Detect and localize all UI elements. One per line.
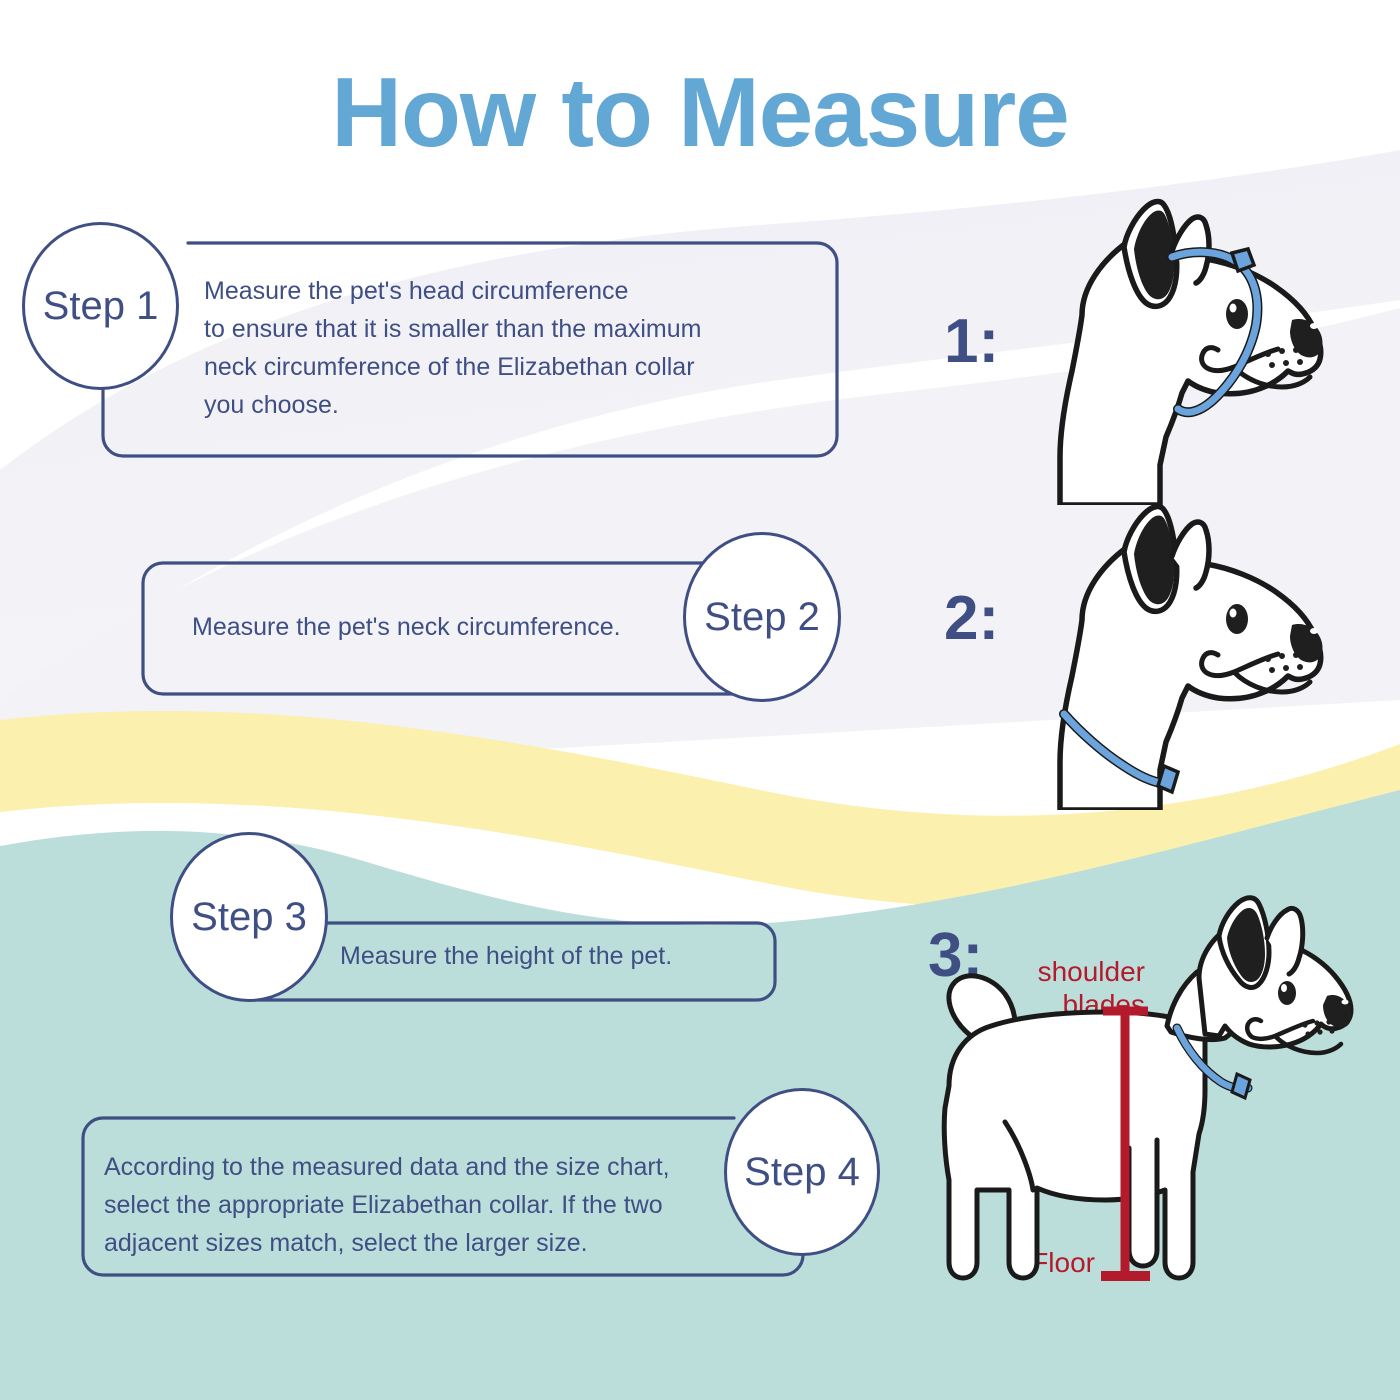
page-title: How to Measure: [331, 57, 1069, 167]
step-4-text: According to the measured data and the s…: [104, 1153, 670, 1257]
illustration-2-number: 2:: [944, 584, 1000, 653]
height-measure-line: [1101, 1006, 1150, 1281]
step-1-badge-label: Step 1: [42, 283, 159, 328]
dog-head-2-illustration: [1057, 503, 1324, 810]
collar-band: [1172, 1023, 1253, 1101]
step-1-text: Measure the pet's head circumference to …: [204, 277, 702, 419]
step-2-badge[interactable]: Step 2: [683, 532, 841, 702]
step-1-badge[interactable]: Step 1: [22, 222, 179, 390]
yellow-wave: [0, 710, 1400, 908]
illustration-1-number: 1:: [944, 307, 1000, 376]
floor-label: Floor: [1031, 1247, 1095, 1278]
step-3-text: Measure the height of the pet.: [340, 942, 673, 970]
dog-body-illustration: [941, 895, 1354, 1281]
lavender-wave-lower: [0, 308, 1400, 780]
neck-measure-band: [1059, 709, 1181, 795]
step-4-badge-label: Step 4: [744, 1149, 860, 1194]
step-1-box: [101, 241, 839, 458]
step-3-badge[interactable]: Step 3: [170, 832, 328, 1002]
step-4-box: [81, 1116, 805, 1277]
teal-wave: [0, 790, 1400, 1400]
step-3-badge-label: Step 3: [191, 894, 307, 939]
step-4-badge[interactable]: Step 4: [724, 1088, 880, 1256]
dog-head-1-illustration: [1057, 198, 1324, 505]
step-2-text: Measure the pet's neck circumference.: [192, 613, 621, 641]
lavender-wave: [0, 150, 1400, 720]
step-2-badge-label: Step 2: [704, 594, 820, 639]
head-measure-band: [1167, 246, 1263, 418]
